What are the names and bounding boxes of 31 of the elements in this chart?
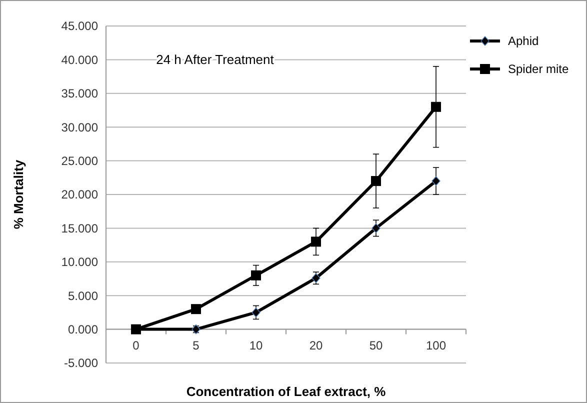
point <box>432 176 440 186</box>
x-tick-label: 100 <box>426 338 446 352</box>
x-tick-label: 10 <box>249 338 263 352</box>
y-tick-label: 25.000 <box>61 154 98 168</box>
y-tick-label: 40.000 <box>61 52 98 67</box>
y-tick-label: 35.000 <box>61 86 98 101</box>
x-tick-label: 5 <box>192 338 200 352</box>
y-tick-label: 10.000 <box>61 255 98 270</box>
point <box>371 176 381 186</box>
y-tick-label: 30.000 <box>61 120 98 134</box>
y-tick-label: 0.000 <box>68 322 98 336</box>
x-tick-label: 50 <box>369 338 383 352</box>
point <box>311 236 321 247</box>
y-tick-label: 45.000 <box>61 19 98 34</box>
annotation: 24 h After Treatment <box>156 52 274 67</box>
point <box>252 308 260 318</box>
y-tick-label: 15.000 <box>61 221 98 236</box>
legend-label: Spider mite <box>508 62 570 76</box>
point <box>251 270 261 280</box>
point <box>372 223 380 234</box>
legend-label: Aphid <box>508 34 539 48</box>
point <box>191 304 201 314</box>
point <box>312 273 320 283</box>
x-tick-label: 0 <box>132 338 140 352</box>
x-axis-title: Concentration of Leaf extract, % <box>186 384 386 399</box>
y-axis-title: % Mortality <box>11 159 26 230</box>
x-tick-label: 20 <box>309 338 323 352</box>
point <box>431 102 441 112</box>
y-tick-label: -5.000 <box>64 356 98 370</box>
y-tick-label: 5.000 <box>68 288 98 303</box>
y-tick-label: 20.000 <box>61 188 98 202</box>
